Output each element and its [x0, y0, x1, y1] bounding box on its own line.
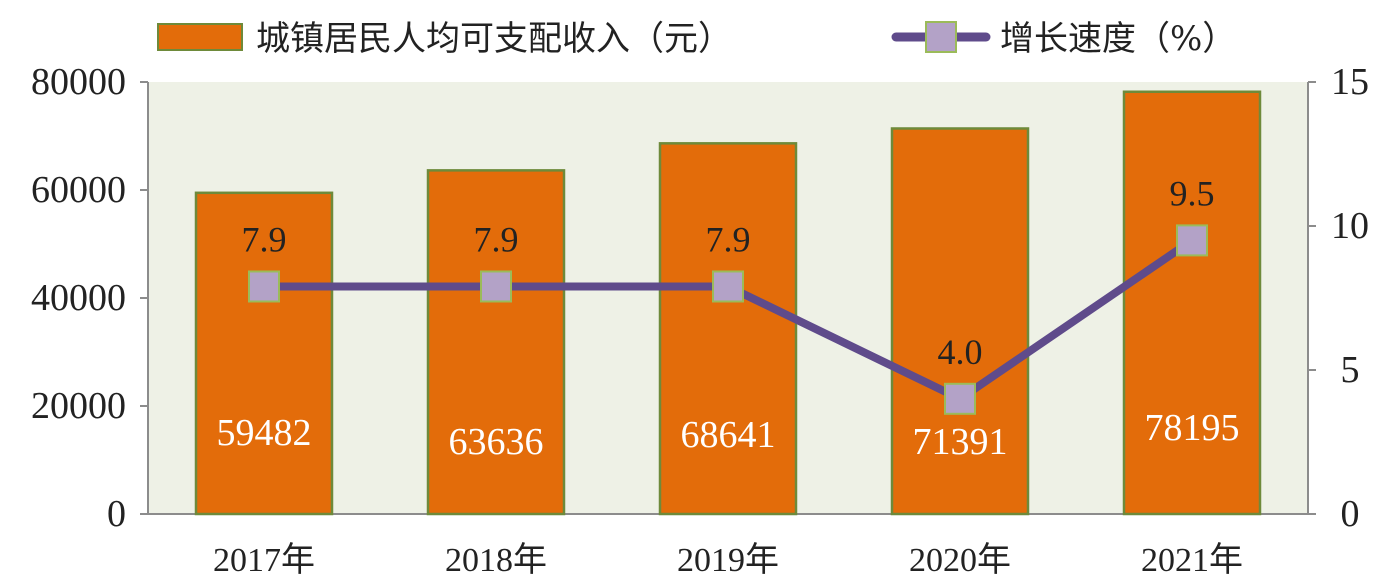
legend-line-marker	[925, 21, 957, 53]
legend: 城镇居民人均可支配收入（元） 增长速度（%）	[157, 19, 1236, 59]
right-tick-label: 5	[1341, 349, 1360, 391]
legend-line-label: 增长速度（%）	[1000, 19, 1236, 59]
bar	[658, 142, 798, 516]
left-tick-label: 0	[107, 493, 126, 535]
legend-bar-label: 城镇居民人均可支配收入（元）	[256, 19, 732, 59]
growth-value-label: 4.0	[938, 332, 983, 372]
growth-value-label: 7.9	[706, 219, 751, 259]
bar	[1122, 90, 1262, 516]
x-tick-label: 2018年	[445, 541, 547, 579]
growth-marker	[248, 270, 280, 303]
x-tick-label: 2021年	[1141, 541, 1243, 579]
left-tick-label: 40000	[31, 277, 126, 319]
legend-bar-swatch	[157, 23, 243, 51]
plot-area: 0 20000 40000 60000 80000 0 5 10 15 59482 2017年 636…	[31, 61, 1369, 579]
growth-value-label: 7.9	[474, 219, 519, 259]
bar-value-label: 71391	[913, 421, 1008, 463]
left-tick-label: 60000	[31, 169, 126, 211]
bar-value-label: 63636	[449, 421, 544, 463]
growth-value-label: 9.5	[1170, 173, 1215, 213]
x-tick-label: 2020年	[909, 541, 1011, 579]
left-tick-label: 80000	[31, 61, 126, 103]
growth-marker	[1176, 224, 1208, 257]
x-tick-label: 2017年	[213, 541, 315, 579]
right-tick-label: 15	[1331, 61, 1369, 103]
bar-value-label: 78195	[1145, 407, 1240, 449]
growth-marker	[712, 270, 744, 303]
bar	[194, 191, 334, 516]
bar	[890, 127, 1030, 516]
bar-value-label: 68641	[681, 414, 776, 456]
growth-marker	[944, 382, 976, 415]
growth-marker	[480, 270, 512, 303]
bar	[426, 169, 566, 516]
x-tick-label: 2019年	[677, 541, 779, 579]
left-tick-label: 20000	[31, 385, 126, 427]
bar-value-label: 59482	[217, 412, 312, 454]
right-tick-label: 10	[1331, 205, 1369, 247]
growth-value-label: 7.9	[242, 219, 287, 259]
right-tick-label: 0	[1341, 493, 1360, 535]
